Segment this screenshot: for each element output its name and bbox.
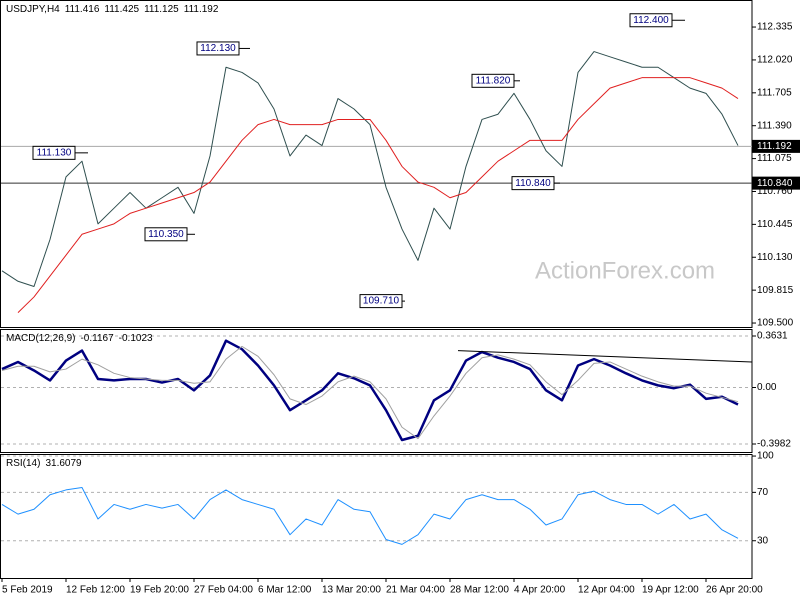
x-tick-label: 13 Mar 20:00 — [322, 585, 381, 596]
panel-frame — [0, 329, 753, 453]
y-tick-label: 70 — [757, 487, 769, 498]
x-tick-label: 19 Apr 12:00 — [642, 585, 699, 596]
annotation-box — [196, 41, 240, 56]
annotation-label: 110.840 — [515, 178, 551, 189]
series-line — [1, 487, 739, 545]
annotation-label: 109.710 — [363, 296, 400, 307]
series-line — [17, 77, 739, 313]
panel-frame — [0, 454, 753, 579]
level-label: 110.840 — [757, 178, 793, 189]
readout-value: 31.6079 — [45, 458, 82, 469]
level-box — [752, 139, 800, 153]
y-tick-label: 110.130 — [757, 252, 793, 263]
readout-value: -0.1023 — [119, 333, 153, 344]
readout-value: 111.416 — [65, 4, 100, 15]
y-tick-label: -0.3982 — [757, 439, 791, 450]
panel-title: RSI(14) — [6, 458, 40, 469]
annotation-label: 112.130 — [200, 43, 236, 54]
series-line — [1, 345, 739, 440]
annotation-label: 111.130 — [37, 147, 72, 158]
annotation-box — [471, 73, 515, 88]
panel-frame — [0, 0, 753, 328]
readout-value: 111.125 — [144, 4, 179, 15]
annotation-box — [144, 227, 188, 242]
x-tick-label: 21 Mar 04:00 — [386, 585, 445, 596]
series-line — [1, 339, 739, 442]
y-tick-label: 0.00 — [757, 382, 777, 393]
y-tick-label: 112.335 — [757, 22, 793, 33]
x-tick-label: 19 Feb 20:00 — [130, 585, 189, 596]
readout-value: -0.1167 — [80, 333, 114, 344]
watermark: ActionForex.com — [535, 257, 715, 284]
x-tick-label: 6 Mar 12:00 — [258, 585, 312, 596]
panel-title: MACD(12,26,9) — [6, 333, 75, 344]
y-tick-label: 111.390 — [757, 120, 792, 131]
readout-value: 111.425 — [104, 4, 139, 15]
x-tick-label: 12 Feb 12:00 — [66, 585, 125, 596]
level-label: 111.192 — [757, 141, 792, 152]
x-tick-label: 28 Mar 12:00 — [450, 585, 509, 596]
level-box — [752, 176, 800, 190]
x-tick-label: 26 Apr 20:00 — [706, 585, 763, 596]
series-line — [1, 51, 739, 287]
x-tick-label: 12 Apr 04:00 — [578, 585, 635, 596]
x-tick-label: 5 Feb 2019 — [2, 585, 53, 596]
y-tick-label: 111.705 — [757, 87, 792, 98]
y-tick-label: 109.815 — [757, 285, 794, 296]
x-tick-label: 27 Feb 04:00 — [194, 585, 253, 596]
panel-header: USDJPY,H4 111.416 111.425 111.125 111.192 — [6, 4, 219, 15]
annotation-label: 111.820 — [476, 75, 511, 86]
annotation-box — [32, 145, 76, 160]
annotation-box — [511, 176, 555, 191]
y-tick-label: 110.445 — [757, 219, 793, 230]
y-tick-label: 30 — [757, 535, 769, 546]
panel-header: RSI(14) 31.6079 — [6, 458, 82, 469]
annotation-label: 110.350 — [148, 229, 184, 240]
readout-value: 111.192 — [184, 4, 219, 15]
y-tick-label: 0.3631 — [757, 331, 788, 342]
annotation-box — [359, 294, 403, 309]
y-tick-label: 100 — [757, 451, 774, 462]
y-tick-label: 111.075 — [757, 153, 792, 164]
x-tick-label: 4 Apr 20:00 — [514, 585, 566, 596]
y-tick-label: 109.500 — [757, 318, 794, 329]
trend-line — [457, 350, 753, 363]
annotation-box — [629, 13, 673, 28]
y-tick-label: 110.760 — [757, 186, 793, 197]
panel-header: MACD(12,26,9) -0.1167 -0.1023 — [6, 333, 153, 344]
panel-title: USDJPY,H4 — [6, 4, 60, 15]
annotation-label: 112.400 — [633, 15, 669, 26]
y-tick-label: 112.020 — [757, 55, 793, 66]
